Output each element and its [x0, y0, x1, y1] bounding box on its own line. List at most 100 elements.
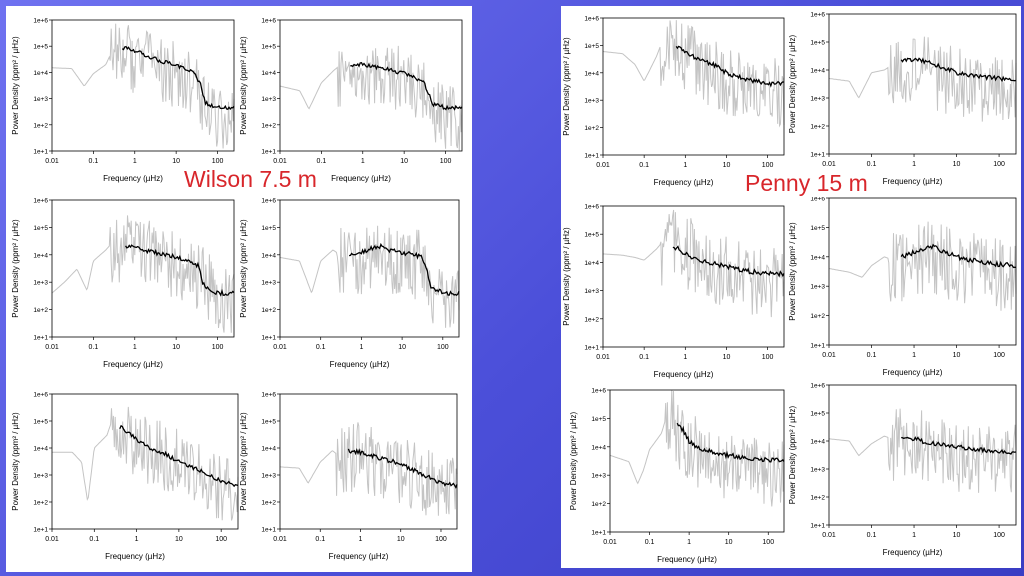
- x-tick-label: 100: [215, 536, 227, 543]
- plot-frame: [602, 17, 785, 156]
- y-tick-label: 1e+5: [261, 225, 276, 232]
- x-tick-label: 0.1: [89, 344, 99, 351]
- y-axis-label: Power Density (ppm² / µHz): [562, 227, 571, 326]
- y-tick-label: 1e+6: [810, 12, 825, 19]
- y-tick-label: 1e+3: [591, 473, 606, 480]
- spectrum-chart: 0.01 0.1 1 10 100 1e+1 1e+2 1e+3 1e+4 1e+5 1e+6 Fre…: [239, 18, 463, 183]
- spectrum-chart: 0.01 0.1 1 10 100 1e+1 1e+2 1e+3 1e+4 1e+5 1e+6 Fre…: [11, 198, 235, 369]
- x-tick-label: 1: [133, 344, 137, 351]
- y-tick-label: 1e+4: [584, 70, 599, 77]
- plot-frame: [828, 384, 1017, 526]
- x-tick-label: 0.1: [639, 162, 649, 169]
- penny-label: Penny 15 m: [743, 170, 870, 197]
- y-axis-label: Power Density (ppm² / µHz): [239, 412, 248, 511]
- x-tick-label: 0.01: [596, 354, 610, 361]
- x-tick-label: 10: [725, 539, 733, 546]
- y-tick-label: 1e+2: [33, 307, 48, 314]
- y-tick-label: 1e+6: [591, 388, 606, 395]
- y-tick-label: 1e+6: [261, 392, 276, 399]
- smoothed-spectrum-line: [900, 57, 1017, 83]
- y-tick-label: 1e+2: [810, 313, 825, 320]
- x-tick-label: 1: [135, 536, 139, 543]
- spectrum-chart: 0.01 0.1 1 10 100 1e+1 1e+2 1e+3 1e+4 1e+5 1e+6 Fre…: [11, 18, 235, 183]
- y-tick-label: 1e+2: [810, 124, 825, 131]
- smoothed-spectrum-line: [347, 448, 458, 489]
- y-tick-label: 1e+3: [584, 288, 599, 295]
- y-tick-label: 1e+3: [261, 473, 276, 480]
- y-tick-label: 1e+5: [584, 43, 599, 50]
- x-tick-label: 10: [172, 158, 180, 165]
- y-tick-label: 1e+4: [261, 446, 276, 453]
- spectrum-chart: 0.01 0.1 1 10 100 1e+1 1e+2 1e+3 1e+4 1e+5 1e+6 Fre…: [788, 12, 1017, 186]
- y-tick-label: 1e+1: [810, 523, 825, 530]
- y-tick-label: 1e+5: [810, 225, 825, 232]
- spectrum-chart: 0.01 0.1 1 10 100 1e+1 1e+2 1e+3 1e+4 1e+5 1e+6 Fre…: [788, 383, 1017, 557]
- y-tick-label: 1e+3: [584, 98, 599, 105]
- plot-frame: [602, 205, 785, 348]
- x-axis-label: Frequency (µHz): [883, 177, 943, 186]
- y-tick-label: 1e+1: [33, 335, 48, 342]
- y-tick-label: 1e+3: [810, 467, 825, 474]
- y-axis-label: Power Density (ppm² / µHz): [788, 34, 797, 133]
- x-axis-label: Frequency (µHz): [103, 174, 163, 183]
- y-tick-label: 1e+4: [261, 70, 276, 77]
- x-tick-label: 10: [953, 161, 961, 168]
- spectrum-chart: 0.01 0.1 1 10 100 1e+1 1e+2 1e+3 1e+4 1e+5 1e+6 Fre…: [239, 392, 458, 561]
- y-tick-label: 1e+6: [584, 204, 599, 211]
- y-tick-label: 1e+1: [810, 343, 825, 350]
- x-tick-label: 1: [912, 352, 916, 359]
- y-tick-label: 1e+2: [810, 495, 825, 502]
- raw-spectrum-line: [52, 23, 235, 149]
- x-tick-label: 10: [953, 532, 961, 539]
- y-tick-label: 1e+2: [591, 501, 606, 508]
- x-tick-label: 10: [723, 162, 731, 169]
- y-tick-label: 1e+1: [591, 530, 606, 537]
- y-tick-label: 1e+5: [261, 44, 276, 51]
- y-tick-label: 1e+5: [591, 416, 606, 423]
- y-tick-label: 1e+6: [33, 18, 48, 25]
- y-tick-label: 1e+1: [261, 527, 276, 534]
- raw-spectrum-line: [280, 422, 458, 516]
- y-axis-label: Power Density (ppm² / µHz): [239, 36, 248, 135]
- x-axis-label: Frequency (µHz): [654, 370, 714, 379]
- y-tick-label: 1e+4: [33, 252, 48, 259]
- y-tick-label: 1e+5: [33, 419, 48, 426]
- y-tick-label: 1e+6: [261, 18, 276, 25]
- y-tick-label: 1e+3: [33, 473, 48, 480]
- y-axis-label: Power Density (ppm² / µHz): [562, 37, 571, 136]
- y-tick-label: 1e+6: [33, 198, 48, 205]
- raw-spectrum-line: [828, 36, 1017, 122]
- plot-frame: [828, 197, 1017, 346]
- x-tick-label: 1: [912, 161, 916, 168]
- spectrum-chart: 0.01 0.1 1 10 100 1e+1 1e+2 1e+3 1e+4 1e+5 1e+6 Fre…: [11, 392, 239, 561]
- y-tick-label: 1e+3: [33, 280, 48, 287]
- x-axis-label: Frequency (µHz): [657, 555, 717, 564]
- x-tick-label: 10: [398, 344, 406, 351]
- y-tick-label: 1e+4: [591, 444, 606, 451]
- x-tick-label: 0.1: [89, 158, 99, 165]
- y-tick-label: 1e+4: [261, 252, 276, 259]
- raw-spectrum-line: [52, 406, 239, 521]
- x-tick-label: 10: [723, 354, 731, 361]
- y-tick-label: 1e+6: [33, 392, 48, 399]
- y-tick-label: 1e+1: [261, 149, 276, 156]
- x-tick-label: 0.1: [867, 161, 877, 168]
- x-axis-label: Frequency (µHz): [105, 552, 165, 561]
- x-tick-label: 0.01: [45, 344, 59, 351]
- x-tick-label: 1: [359, 536, 363, 543]
- x-tick-label: 0.01: [45, 158, 59, 165]
- smoothed-spectrum-line: [349, 242, 460, 296]
- x-tick-label: 100: [762, 539, 774, 546]
- x-axis-label: Frequency (µHz): [883, 548, 943, 557]
- y-tick-label: 1e+2: [261, 307, 276, 314]
- x-tick-label: 10: [175, 536, 183, 543]
- x-tick-label: 100: [762, 162, 774, 169]
- y-tick-label: 1e+5: [810, 411, 825, 418]
- plot-frame: [828, 13, 1017, 155]
- raw-spectrum-line: [279, 225, 460, 328]
- x-tick-label: 0.01: [45, 536, 59, 543]
- y-axis-label: Power Density (ppm² / µHz): [11, 412, 20, 511]
- x-axis-label: Frequency (µHz): [329, 552, 389, 561]
- raw-spectrum-line: [828, 408, 1017, 493]
- y-tick-label: 1e+4: [33, 446, 48, 453]
